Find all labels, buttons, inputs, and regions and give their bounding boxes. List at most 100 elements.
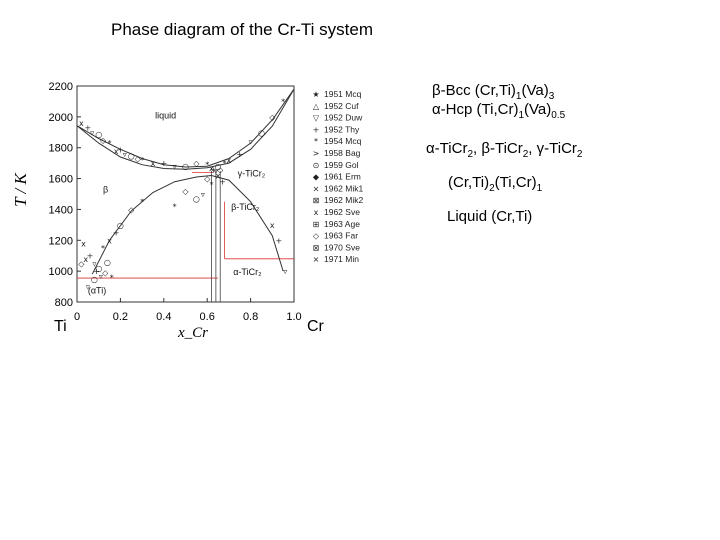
legend-entry: 1962 Mik1 [324,183,363,193]
x-tick-label: 0 [74,311,80,323]
data-point: ◇ [78,259,85,268]
data-point: x [81,239,86,248]
legend-marker: ⊠ [313,243,320,252]
data-point: ◇ [269,113,276,122]
data-point: * [223,159,227,168]
legend-marker: ◇ [313,232,320,241]
phase-laves: α-TiCr2, β-TiCr2, γ-TiCr2 [426,140,582,160]
data-point: * [140,156,144,165]
data-point: ◇ [102,269,109,278]
legend-marker: ⊙ [313,161,320,170]
legend-entry: 1952 Duw [324,113,363,123]
phase-laves-sub1: 2 [467,149,473,160]
phase-bcc-sub2: 3 [548,91,555,102]
legend-marker: × [313,184,320,193]
phase-ordered-sub2: 1 [536,183,543,194]
phase-laves-text1: α-TiCr [426,140,468,157]
data-point: * [205,161,209,170]
data-point: + [236,150,243,159]
x-tick-label: 0.8 [243,311,258,323]
data-point: x [114,147,119,156]
phase-bcc-sub1: 1 [515,91,522,102]
data-point: ○ [95,130,102,139]
data-point: x [270,221,275,230]
legend-marker: > [313,149,320,158]
data-point: ○ [193,195,200,204]
region-label: β [103,184,108,194]
data-point: ▿ [201,190,205,199]
data-point: * [140,198,144,207]
legend-marker: * [314,137,318,146]
phase-laves-text2: , β-TiCr [473,140,523,157]
phase-bcc: β-Bcc (Cr,Ti)1(Va)3 [432,82,554,102]
ti-end-label: Ti [54,318,67,335]
data-point: * [108,139,112,148]
data-point: + [160,159,167,168]
y-tick-label: 1800 [49,143,73,155]
data-point: ○ [95,264,102,273]
legend-marker: ★ [312,90,319,99]
data-point: ◇ [100,136,107,145]
data-point: + [210,165,217,174]
data-point: ○ [117,221,124,230]
phase-ordered-sub1: 2 [489,183,495,194]
data-point: * [281,97,285,106]
legend-entry: 1958 Bag [324,148,361,158]
series-line-bcc-miscibility [91,174,284,275]
data-point: ○ [258,128,265,137]
legend-marker: x [314,208,319,217]
y-tick-label: 1000 [49,266,73,278]
legend-entry: 1962 Mik2 [324,195,363,205]
y-tick-label: 1400 [49,204,73,216]
data-point: x [227,156,232,165]
cr-end-label: Cr [307,318,324,335]
phase-laves-sub2: 2 [522,149,529,160]
phase-laves-sub3: 2 [576,149,583,160]
data-point: * [173,202,177,211]
data-point: x [107,236,112,245]
series-line-solidus [76,88,295,170]
data-point: x [216,171,221,180]
legend-entry: 1971 Min [324,254,359,264]
legend-entry: 1952 Thy [324,124,360,134]
legend-marker: ⊞ [313,220,320,229]
series-line-liquidus [76,88,295,168]
data-point: + [117,145,124,154]
legend-entry: 1959 Gol [324,160,359,170]
data-point: ◇ [193,159,200,168]
region-label: liquid [155,110,176,120]
y-tick-label: 1200 [49,235,73,247]
data-point: ◇ [217,165,224,174]
region-label: (αTi) [88,286,106,296]
data-point: + [219,178,226,187]
data-point: ○ [104,258,111,267]
data-point: ▿ [283,267,287,276]
legend-entry: 1963 Age [324,219,360,229]
data-point: * [101,244,105,253]
phase-ordered-text1: (Cr,Ti) [448,174,490,191]
y-tick-label: 800 [55,297,73,309]
data-point: ○ [128,151,135,160]
legend-marker: × [313,255,320,264]
data-point: x [151,159,156,168]
legend-marker: △ [313,102,320,111]
data-point: ▿ [99,272,103,281]
data-point: ▿ [86,283,90,292]
phase-hcp-sub1: 1 [518,110,524,121]
phase-hcp-text2: (Va) [524,101,552,118]
plot-frame [76,85,295,303]
data-point: ○ [91,275,98,284]
x-axis-label: x_Cr [178,325,208,341]
x-tick-label: 0.4 [156,311,171,323]
y-tick-label: 1600 [49,174,73,186]
data-point: ○ [215,162,222,171]
data-point: ◇ [182,187,189,196]
phase-bcc-text: β-Bcc (Cr,Ti) [432,82,516,99]
page-title: Phase diagram of the Cr-Ti system [111,20,374,39]
data-point: + [275,236,282,245]
phase-bcc-text2: (Va) [521,82,549,99]
legend-entry: 1961 Erm [324,172,361,182]
legend-entry: 1954 Mcq [324,136,362,146]
data-point: x [209,164,214,173]
